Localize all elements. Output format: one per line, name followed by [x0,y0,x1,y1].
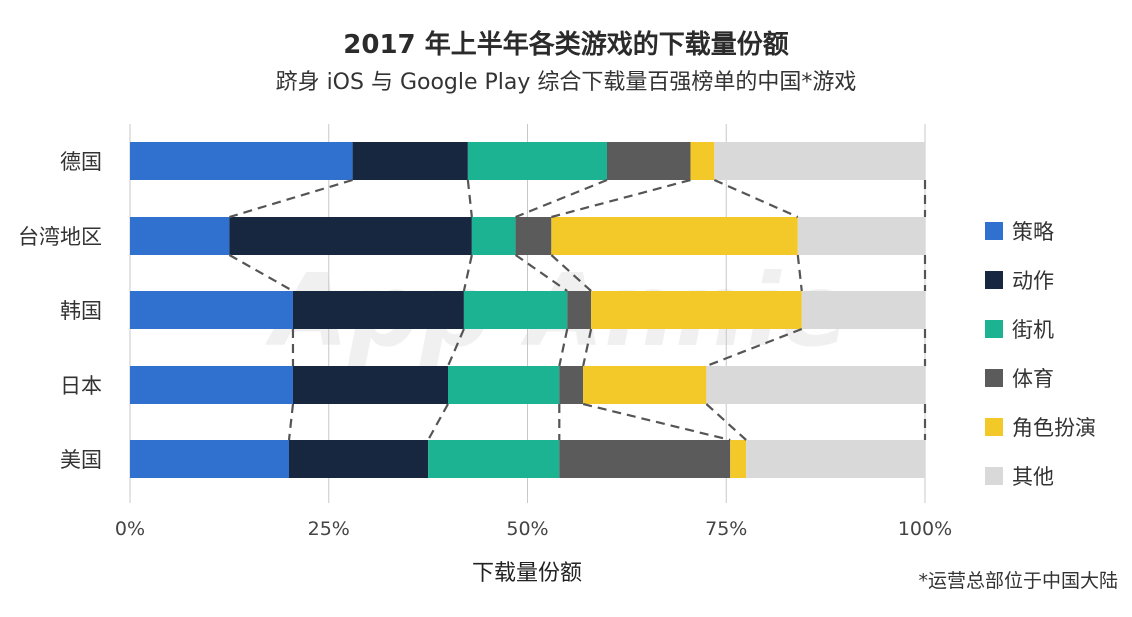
bar-segment [706,366,925,404]
connector-line [550,254,592,292]
bar-segment [551,217,798,255]
connector-line [796,254,803,292]
bar-segment [801,291,925,329]
chart-title: 2017 年上半年各类游戏的下载量份额 [343,30,789,60]
footnote: *运营总部位于中国大陆 [918,570,1118,592]
x-axis-title: 下载量份额 [472,561,582,586]
connector-line [466,179,473,218]
connector-line [515,178,608,219]
bar-segment [428,440,560,478]
bar-segment [352,142,468,180]
legend-swatch [985,418,1003,436]
connector-line [551,178,691,219]
bar-segment [229,217,472,255]
x-tick-label: 25% [308,518,350,540]
category-label: 韩国 [60,299,102,323]
legend-label: 角色扮演 [1012,416,1096,440]
legend-swatch [985,222,1003,240]
x-tick-label: 50% [506,518,548,540]
bar-segment [515,217,552,255]
category-label: 美国 [60,448,102,472]
bar-segment [448,366,560,404]
connector-line [582,402,731,442]
bar-segment [690,142,715,180]
bar-segment [559,366,584,404]
bar-segment [130,291,293,329]
category-label: 日本 [60,374,102,398]
connector-line [713,178,799,219]
bar-segment [559,440,731,478]
legend-swatch [985,320,1003,338]
bar-segment [292,366,448,404]
bar-segment [746,440,925,478]
connector-line [229,178,353,219]
x-tick-label: 100% [898,518,952,540]
legend-label: 策略 [1012,220,1054,244]
legend-label: 其他 [1012,465,1054,489]
bar-segment [292,291,464,329]
connector-line [582,328,593,367]
x-tick-label: 0% [115,518,145,540]
legend-swatch [985,369,1003,387]
category-label: 台湾地区 [18,225,102,249]
bar-segment [797,217,925,255]
connector-line [446,328,465,367]
category-label: 德国 [60,150,102,174]
connector-line [427,403,449,441]
bar-segment [130,142,353,180]
legend-swatch [985,467,1003,485]
connector-line [228,254,294,292]
bar-segment [463,291,568,329]
bar-segment [567,291,592,329]
connector-line [705,327,803,368]
connector-line [514,254,568,292]
bar-segment [289,440,429,478]
bar-segment [130,366,293,404]
legend-label: 街机 [1012,318,1054,342]
bar-segment [130,217,230,255]
bar-segment [471,217,516,255]
bar-segment [583,366,707,404]
x-tick-label: 75% [705,518,747,540]
bar-segment [130,440,289,478]
bar-segment [591,291,802,329]
connector-line [287,403,295,441]
chart-subtitle: 跻身 iOS 与 Google Play 综合下载量百强榜单的中国*游戏 [275,70,857,95]
connector-line [558,328,569,367]
bar-segment [714,142,925,180]
connector-line [705,403,747,441]
legend-swatch [985,271,1003,289]
legend-label: 动作 [1012,269,1054,293]
bar-segment [467,142,607,180]
bar-segment [607,142,691,180]
legend-label: 体育 [1012,367,1054,391]
bar-segment [730,440,747,478]
connector-line [462,254,473,292]
